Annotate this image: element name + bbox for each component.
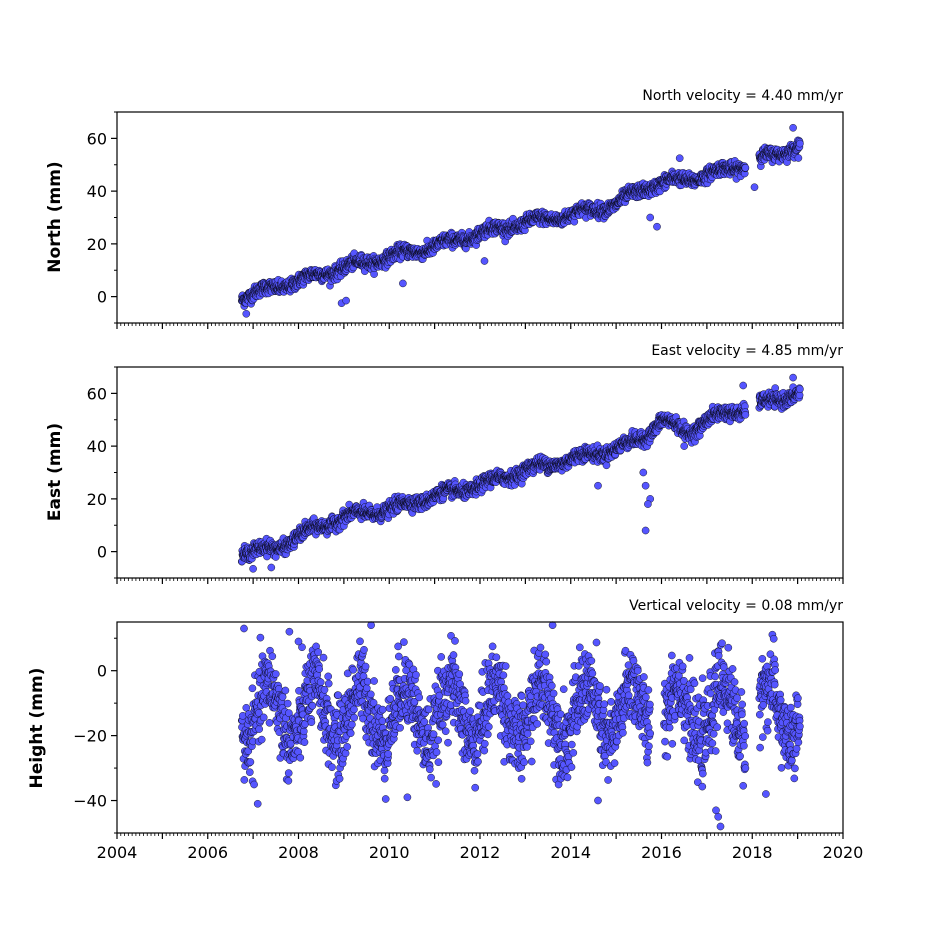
data-point [741,410,750,419]
outlier-point [789,124,797,132]
height-axis-label: Height (mm) [27,668,47,789]
outlier-point [750,183,759,191]
outlier-point [480,257,489,265]
data-point [259,713,268,722]
y-tick-label: 60 [87,129,107,148]
y-tick-label: 60 [87,384,107,403]
outlier-point [639,468,648,477]
data-point [602,461,611,470]
east-axis-label: East (mm) [45,423,65,521]
data-point [281,686,290,695]
outlier-point [641,526,650,535]
data-point [265,719,274,727]
data-point [796,139,804,148]
outlier-point [653,222,661,231]
y-tick-label: 40 [87,182,107,201]
north-panel: North velocity = 4.40 mm/yr North (mm) 0… [45,88,844,329]
east-points [237,373,804,573]
outlier-point [342,296,350,305]
data-point [284,777,293,785]
data-point [250,780,258,789]
data-point [796,385,804,393]
data-point [257,735,266,744]
data-point [283,699,292,708]
data-point [255,725,264,733]
outlier-point [399,279,407,288]
y-tick-label: 20 [87,235,107,254]
y-tick-label: 0 [97,543,107,562]
y-tick-label: 0 [97,288,107,307]
outlier-point [644,500,652,508]
east-x-ticks [116,578,844,584]
data-point [794,154,803,162]
north-plot-frame [116,111,844,324]
data-point [256,633,265,642]
outlier-point [789,373,797,382]
data-point [248,684,257,693]
east-velocity-title: East velocity = 4.85 mm/yr [651,343,843,359]
height-panel: Vertical velocity = 0.08 mm/yr Height (m… [27,598,863,862]
vertical-velocity-title: Vertical velocity = 0.08 mm/yr [629,598,843,614]
y-tick-label: 20 [87,490,107,509]
north-y-ticks: 0 20 40 60 [87,111,117,324]
outlier-point [242,309,251,318]
outlier-point [739,381,748,390]
north-x-ticks [116,323,844,329]
data-point [268,652,277,661]
y-tick-label: 40 [87,437,107,456]
east-plot-frame [116,366,844,579]
data-point [271,670,280,678]
data-point [246,758,255,766]
data-point [240,776,249,784]
data-point [741,163,750,172]
east-panel: East velocity = 4.85 mm/yr East (mm) 0 20… [45,343,844,584]
data-point [278,693,287,701]
data-point [245,768,254,777]
east-y-ticks: 0 20 40 60 [87,366,117,579]
north-points [237,124,804,318]
outlier-point [249,565,257,573]
north-axis-label: North (mm) [45,161,65,272]
data-point [284,769,293,777]
outlier-point [675,154,684,162]
north-velocity-title: North velocity = 4.40 mm/yr [642,88,843,104]
height-points [237,621,804,831]
outlier-point [594,481,602,490]
outlier-point [641,481,650,490]
outlier-point [267,563,276,572]
outlier-point [680,442,689,450]
outlier-point [646,213,655,222]
